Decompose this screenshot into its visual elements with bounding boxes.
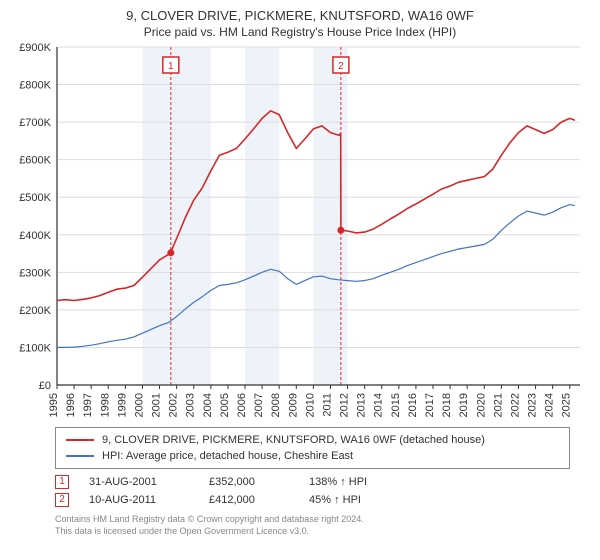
svg-text:2017: 2017 [424,393,436,417]
svg-text:2000: 2000 [133,393,145,417]
svg-text:1998: 1998 [99,393,111,417]
svg-text:2023: 2023 [527,393,539,417]
svg-text:£0: £0 [39,380,51,392]
chart-title: 9, CLOVER DRIVE, PICKMERE, KNUTSFORD, WA… [0,8,600,23]
svg-text:£400K: £400K [19,230,51,242]
sale-marker: 2 [55,493,69,507]
svg-text:2020: 2020 [475,393,487,417]
svg-text:2: 2 [338,61,344,72]
svg-text:2011: 2011 [321,393,333,417]
svg-text:£900K: £900K [19,42,51,54]
svg-text:2018: 2018 [441,393,453,417]
svg-text:£200K: £200K [19,305,51,317]
svg-text:2021: 2021 [492,393,504,417]
svg-text:2014: 2014 [373,393,385,417]
legend: 9, CLOVER DRIVE, PICKMERE, KNUTSFORD, WA… [55,427,570,469]
sale-delta: 45% ↑ HPI [309,491,409,509]
svg-text:£500K: £500K [19,192,51,204]
svg-text:1: 1 [168,61,174,72]
footer-line-2: This data is licensed under the Open Gov… [55,525,570,537]
sale-row: 1 31-AUG-2001 £352,000 138% ↑ HPI [55,473,570,491]
svg-text:2003: 2003 [185,393,197,417]
svg-text:2022: 2022 [509,393,521,417]
svg-text:2008: 2008 [270,393,282,417]
chart-plot: £0 £100K £200K £300K £400K £500K £600K £700K £80… [0,41,600,421]
legend-row: 9, CLOVER DRIVE, PICKMERE, KNUTSFORD, WA… [66,432,559,448]
footer-line-1: Contains HM Land Registry data © Crown c… [55,513,570,525]
chart-container: 9, CLOVER DRIVE, PICKMERE, KNUTSFORD, WA… [0,0,600,560]
chart-subtitle: Price paid vs. HM Land Registry's House … [0,25,600,39]
svg-text:2009: 2009 [287,393,299,417]
svg-text:1997: 1997 [82,393,94,417]
svg-text:2015: 2015 [390,393,402,417]
sales-table: 1 31-AUG-2001 £352,000 138% ↑ HPI 2 10-AUG-20… [55,473,570,509]
svg-text:£300K: £300K [19,267,51,279]
svg-text:£100K: £100K [19,342,51,354]
svg-text:2010: 2010 [304,393,316,417]
sale-price: £352,000 [209,473,289,491]
svg-text:1995: 1995 [48,393,60,417]
legend-swatch [66,455,94,457]
svg-text:2007: 2007 [253,393,265,417]
legend-label: HPI: Average price, detached house, Ches… [102,448,353,464]
svg-text:2001: 2001 [151,393,163,417]
svg-text:£600K: £600K [19,155,51,167]
sale-date: 10-AUG-2011 [89,491,189,509]
svg-text:2012: 2012 [339,393,351,417]
svg-text:2019: 2019 [458,393,470,417]
svg-text:£700K: £700K [19,117,51,129]
legend-row: HPI: Average price, detached house, Ches… [66,448,559,464]
sale-price: £412,000 [209,491,289,509]
chart-svg: £0 £100K £200K £300K £400K £500K £600K £700K £80… [0,41,600,421]
svg-text:2025: 2025 [561,393,573,417]
sale-marker: 1 [55,475,69,489]
svg-text:1996: 1996 [65,393,77,417]
svg-text:2013: 2013 [356,393,368,417]
sale-row: 2 10-AUG-2011 £412,000 45% ↑ HPI [55,491,570,509]
sale-delta: 138% ↑ HPI [309,473,409,491]
svg-text:2024: 2024 [544,393,556,417]
svg-text:2004: 2004 [202,393,214,417]
title-area: 9, CLOVER DRIVE, PICKMERE, KNUTSFORD, WA… [0,0,600,41]
sale-date: 31-AUG-2001 [89,473,189,491]
svg-text:£800K: £800K [19,80,51,92]
svg-text:2005: 2005 [219,393,231,417]
svg-text:1999: 1999 [116,393,128,417]
footer-attribution: Contains HM Land Registry data © Crown c… [55,513,570,537]
svg-text:2016: 2016 [407,393,419,417]
svg-text:2006: 2006 [236,393,248,417]
svg-text:2002: 2002 [168,393,180,417]
legend-swatch [66,439,94,441]
legend-label: 9, CLOVER DRIVE, PICKMERE, KNUTSFORD, WA… [102,432,485,448]
